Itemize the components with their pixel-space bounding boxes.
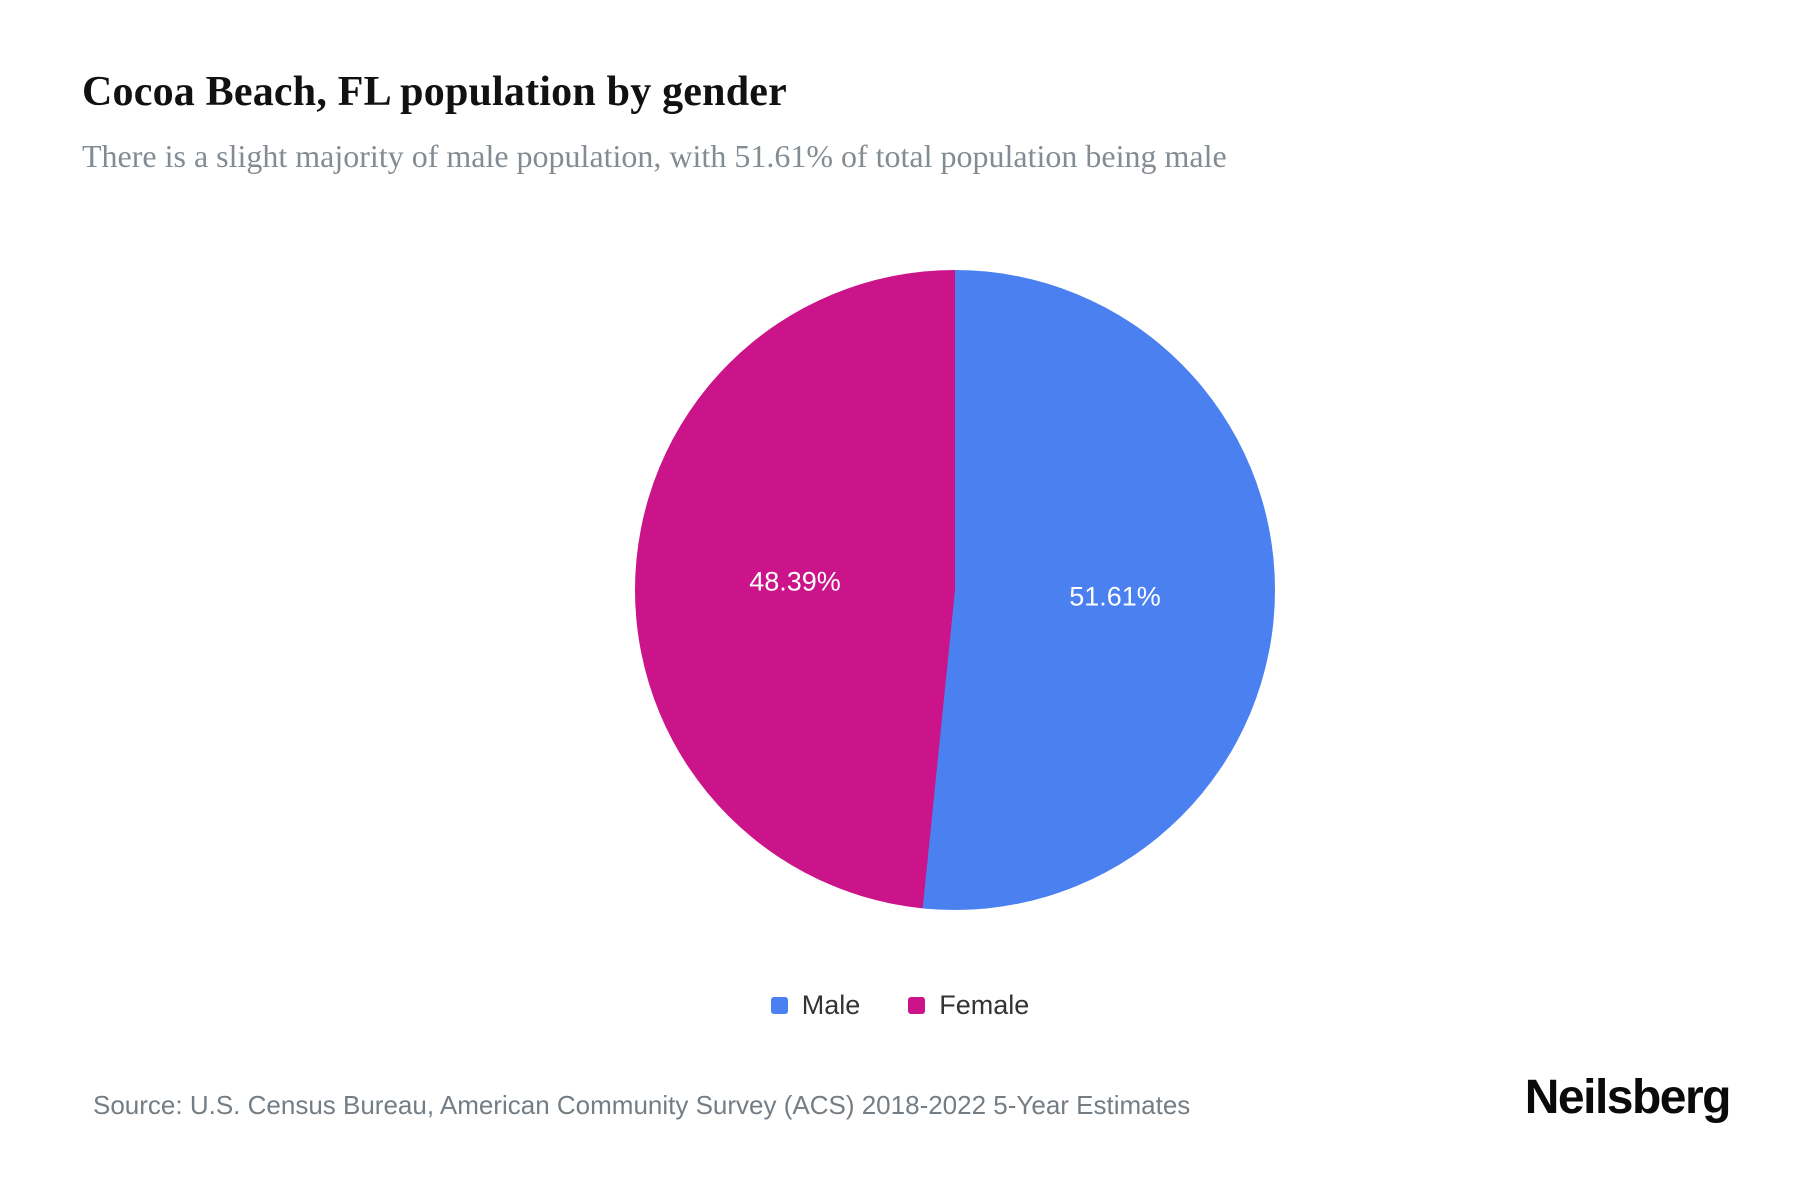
legend-label-male: Male — [801, 990, 861, 1020]
pie — [635, 270, 1275, 910]
source-attribution: Source: U.S. Census Bureau, American Com… — [93, 1090, 1191, 1120]
chart-subtitle: There is a slight majority of male popul… — [82, 138, 1227, 174]
male-slice-value-label: 51.61% — [1069, 581, 1161, 612]
legend-item-female: Female — [908, 990, 1029, 1021]
chart-title: Cocoa Beach, FL population by gender — [82, 69, 787, 115]
female-legend-swatch-icon — [908, 997, 926, 1014]
brand-logo: Neilsberg — [1524, 1071, 1732, 1124]
legend-label-female: Female — [939, 990, 1030, 1020]
legend-item-male: Male — [770, 990, 861, 1021]
chart-legend: Male Female — [0, 990, 1800, 1021]
pie-chart: 51.61% 48.39% — [635, 270, 1275, 910]
female-slice-value-label: 48.39% — [749, 566, 841, 597]
male-legend-swatch-icon — [770, 997, 788, 1014]
